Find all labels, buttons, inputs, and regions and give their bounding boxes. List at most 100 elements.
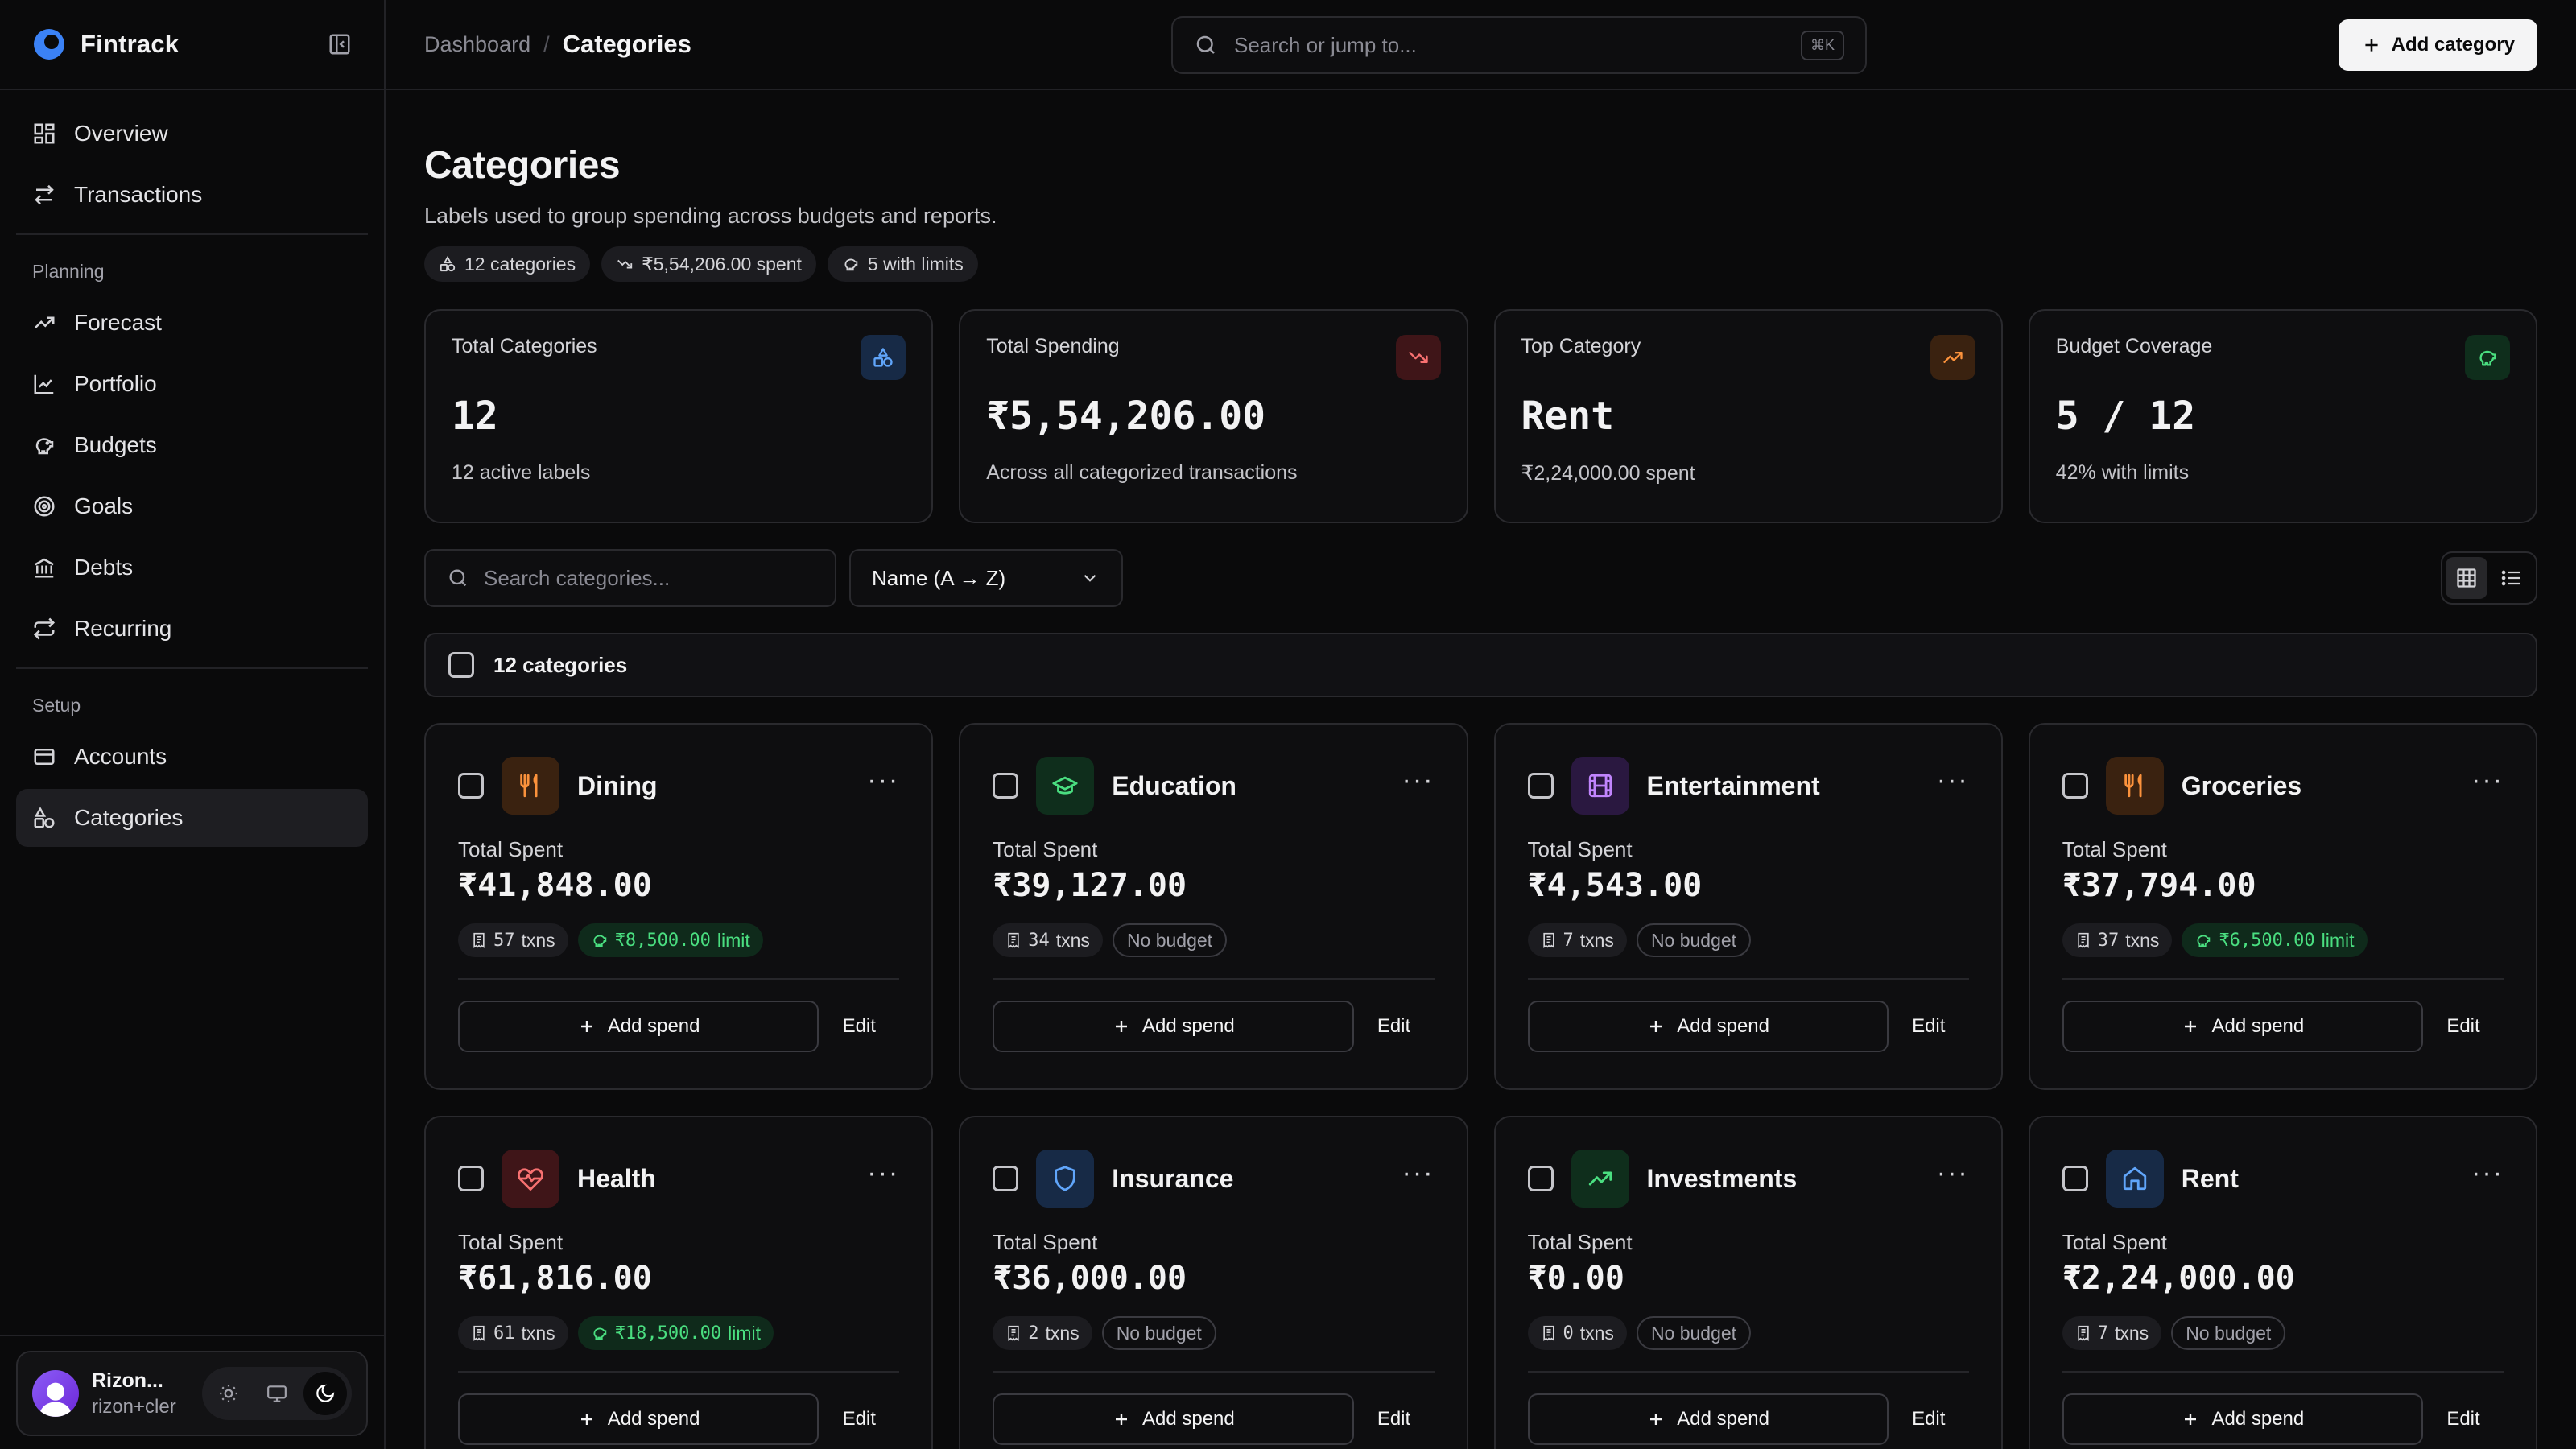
category-checkbox[interactable] bbox=[458, 773, 484, 799]
category-card[interactable]: Health ··· Total Spent ₹61,816.00 61 txns ₹18,… bbox=[424, 1116, 934, 1449]
category-card[interactable]: Investments ··· Total Spent ₹0.00 0 txns No bu… bbox=[1493, 1116, 2003, 1449]
theme-system-button[interactable] bbox=[255, 1372, 299, 1415]
more-options-icon[interactable]: ··· bbox=[2471, 764, 2504, 795]
category-card-header: Education ··· bbox=[993, 757, 1434, 815]
category-actions: Add spend Edit bbox=[458, 1393, 899, 1445]
user-panel[interactable]: Rizon... rizon+cler bbox=[16, 1351, 368, 1436]
edit-button[interactable]: Edit bbox=[1377, 1408, 1411, 1430]
sidebar-item-goals[interactable]: Goals bbox=[16, 477, 368, 535]
category-icon-badge bbox=[1036, 1150, 1095, 1208]
category-checkbox[interactable] bbox=[993, 1166, 1019, 1191]
user-icon bbox=[39, 1382, 72, 1417]
sidebar-item-recurring[interactable]: Recurring bbox=[16, 600, 368, 658]
add-spend-button[interactable]: Add spend bbox=[993, 1393, 1354, 1445]
stat-label: Budget Coverage bbox=[2055, 335, 2213, 357]
fintrack-logo-icon[interactable] bbox=[32, 27, 66, 61]
breadcrumb-dashboard[interactable]: Dashboard bbox=[424, 31, 531, 56]
category-card[interactable]: Rent ··· Total Spent ₹2,24,000.00 7 txns No bu… bbox=[2028, 1116, 2537, 1449]
global-search-input[interactable]: Search or jump to... ⌘K bbox=[1171, 16, 1867, 74]
txn-count-pill: 2 txns bbox=[993, 1316, 1092, 1350]
add-spend-button[interactable]: Add spend bbox=[1527, 1393, 1889, 1445]
category-name[interactable]: Investments bbox=[1646, 1163, 1798, 1193]
add-spend-button[interactable]: Add spend bbox=[458, 1001, 819, 1052]
category-checkbox[interactable] bbox=[1527, 773, 1554, 799]
sidebar-item-label: Categories bbox=[74, 805, 184, 830]
add-spend-button[interactable]: Add spend bbox=[458, 1393, 819, 1445]
more-options-icon[interactable]: ··· bbox=[1936, 764, 1969, 795]
more-options-icon[interactable]: ··· bbox=[1402, 764, 1435, 795]
sidebar-item-debts[interactable]: Debts bbox=[16, 539, 368, 597]
add-spend-button[interactable]: Add spend bbox=[1527, 1001, 1889, 1052]
sidebar-item-portfolio[interactable]: Portfolio bbox=[16, 355, 368, 413]
sidebar-item-accounts[interactable]: Accounts bbox=[16, 728, 368, 786]
plus-icon bbox=[1115, 1414, 1127, 1425]
bank-icon bbox=[35, 558, 54, 578]
category-search-input[interactable]: Search categories... bbox=[424, 549, 836, 607]
category-card-header: Entertainment ··· bbox=[1527, 757, 1969, 815]
category-card[interactable]: Entertainment ··· Total Spent ₹4,543.00 7 txn… bbox=[1493, 723, 2003, 1090]
edit-button[interactable]: Edit bbox=[2446, 1408, 2480, 1430]
list-view-button[interactable] bbox=[2491, 557, 2533, 599]
more-options-icon[interactable]: ··· bbox=[1402, 1157, 1435, 1188]
category-name[interactable]: Rent bbox=[2181, 1163, 2239, 1193]
add-spend-button[interactable]: Add spend bbox=[2062, 1001, 2423, 1052]
category-checkbox[interactable] bbox=[2062, 773, 2088, 799]
category-name[interactable]: Education bbox=[1112, 770, 1236, 800]
category-name[interactable]: Dining bbox=[577, 770, 658, 800]
category-name[interactable]: Entertainment bbox=[1646, 770, 1820, 800]
more-options-icon[interactable]: ··· bbox=[2471, 1157, 2504, 1188]
edit-button[interactable]: Edit bbox=[1912, 1408, 1946, 1430]
bulk-select-bar: 12 categories bbox=[424, 633, 2537, 697]
category-card[interactable]: Groceries ··· Total Spent ₹37,794.00 37 txns ₹… bbox=[2028, 723, 2537, 1090]
edit-button[interactable]: Edit bbox=[842, 1408, 876, 1430]
add-category-button[interactable]: Add category bbox=[2338, 19, 2537, 71]
sidebar-item-transactions[interactable]: Transactions bbox=[16, 166, 368, 224]
stat-label: Total Spending bbox=[986, 335, 1120, 357]
theme-light-button[interactable] bbox=[207, 1372, 250, 1415]
grid-view-button[interactable] bbox=[2446, 557, 2487, 599]
category-checkbox[interactable] bbox=[458, 1166, 484, 1191]
theme-dark-button[interactable] bbox=[303, 1372, 347, 1415]
category-card[interactable]: Insurance ··· Total Spent ₹36,000.00 2 txns No… bbox=[959, 1116, 1468, 1449]
plus-icon bbox=[1650, 1414, 1662, 1425]
sidebar-item-overview[interactable]: Overview bbox=[16, 105, 368, 163]
sidebar-collapse-icon[interactable] bbox=[328, 32, 352, 56]
add-spend-button[interactable]: Add spend bbox=[993, 1001, 1354, 1052]
category-card[interactable]: Education ··· Total Spent ₹39,127.00 34 txns N… bbox=[959, 723, 1468, 1090]
no-budget-pill: No budget bbox=[2171, 1316, 2286, 1350]
edit-button[interactable]: Edit bbox=[2446, 1015, 2480, 1037]
add-spend-button[interactable]: Add spend bbox=[2062, 1393, 2423, 1445]
select-all-checkbox[interactable] bbox=[448, 652, 474, 678]
receipt-icon bbox=[2078, 1325, 2089, 1341]
more-options-icon[interactable]: ··· bbox=[867, 764, 900, 795]
sidebar-item-label: Budgets bbox=[74, 432, 157, 457]
category-pills: 34 txns No budget bbox=[993, 923, 1435, 980]
category-checkbox[interactable] bbox=[2062, 1166, 2088, 1191]
edit-button[interactable]: Edit bbox=[1912, 1015, 1946, 1037]
nav-divider bbox=[16, 667, 368, 669]
category-name[interactable]: Health bbox=[577, 1163, 656, 1193]
category-card[interactable]: Dining ··· Total Spent ₹41,848.00 57 txns ₹8,5… bbox=[424, 723, 934, 1090]
sidebar-item-forecast[interactable]: Forecast bbox=[16, 294, 368, 352]
avatar[interactable] bbox=[32, 1370, 79, 1417]
category-card-header: Insurance ··· bbox=[993, 1150, 1434, 1208]
category-checkbox[interactable] bbox=[993, 773, 1019, 799]
budget-limit: ₹6,500.00 bbox=[2219, 930, 2315, 951]
more-options-icon[interactable]: ··· bbox=[1936, 1157, 1969, 1188]
shapes-icon bbox=[34, 807, 55, 828]
select-count-label: 12 categories bbox=[493, 652, 628, 677]
more-options-icon[interactable]: ··· bbox=[867, 1157, 900, 1188]
page-title: Categories bbox=[424, 144, 621, 187]
sidebar-item-budgets[interactable]: Budgets bbox=[16, 416, 368, 474]
sidebar-item-categories[interactable]: Categories bbox=[16, 789, 368, 847]
edit-button[interactable]: Edit bbox=[842, 1015, 876, 1037]
category-pills: 0 txns No budget bbox=[1527, 1316, 1969, 1373]
category-name[interactable]: Groceries bbox=[2181, 770, 2302, 800]
list-icon bbox=[2501, 570, 2520, 586]
sort-select[interactable]: Name (A → Z) bbox=[849, 549, 1123, 607]
category-checkbox[interactable] bbox=[1527, 1166, 1554, 1191]
edit-button[interactable]: Edit bbox=[1377, 1015, 1411, 1037]
brand-name[interactable]: Fintrack bbox=[80, 30, 180, 58]
category-icon-badge bbox=[1571, 1150, 1629, 1208]
category-name[interactable]: Insurance bbox=[1112, 1163, 1234, 1193]
